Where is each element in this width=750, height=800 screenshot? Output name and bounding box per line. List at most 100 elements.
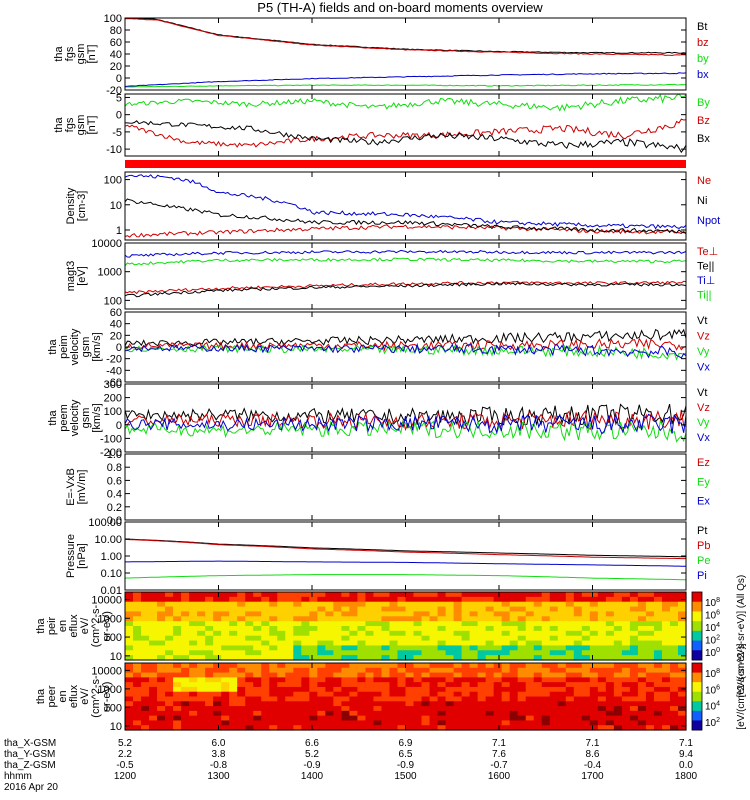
spectrogram-cell xyxy=(605,626,615,632)
spectrogram-cell xyxy=(197,701,206,707)
spectrogram-cell xyxy=(237,611,246,617)
spectrogram-cell xyxy=(437,645,447,651)
legend-By: By xyxy=(697,97,710,109)
spectrogram-cell xyxy=(509,701,519,707)
spectrogram-cell xyxy=(581,645,591,651)
spectrogram-cell xyxy=(581,677,591,683)
spectrogram-cell xyxy=(517,725,527,731)
spectrogram-cell xyxy=(669,645,679,651)
spectrogram-cell xyxy=(205,606,214,613)
spectrogram-cell xyxy=(277,596,286,603)
spectrogram-cell xyxy=(469,596,479,603)
spectrogram-cell xyxy=(181,701,190,707)
spectrogram-cell xyxy=(237,667,246,674)
spectrogram-cell xyxy=(293,640,302,647)
spectrogram-cell xyxy=(365,663,375,669)
spectrogram-cell xyxy=(373,606,383,613)
spectrogram-cell xyxy=(501,596,511,603)
spectrogram-cell xyxy=(669,720,679,726)
spectrogram-cell xyxy=(485,650,495,656)
spectrogram-cell xyxy=(677,606,687,613)
spectrogram-cell xyxy=(541,621,551,627)
spectrogram-cell xyxy=(237,720,246,726)
spectrogram-cell xyxy=(629,720,639,726)
ephemeris-label: hhmm xyxy=(4,771,32,782)
spectrogram-cell xyxy=(197,630,206,637)
spectrogram-cell xyxy=(605,720,615,726)
spectrogram-cell xyxy=(437,655,447,661)
spectrogram-cell xyxy=(229,720,238,726)
spectrogram-cell xyxy=(533,645,543,651)
spectrogram-cell xyxy=(461,630,471,637)
spectrogram-cell xyxy=(229,596,238,603)
spectrogram-cell xyxy=(165,682,174,688)
legend-Vx: Vx xyxy=(697,432,710,444)
spectrogram-cell xyxy=(277,601,286,608)
spectrogram-cell xyxy=(501,626,511,632)
ephemeris-value: -0.9 xyxy=(303,760,321,771)
spectrogram-cell xyxy=(189,672,198,678)
spectrogram-cell xyxy=(661,601,671,608)
colorbar-segment xyxy=(692,621,702,632)
spectrogram-cell xyxy=(421,725,431,731)
spectrogram-cell xyxy=(133,701,142,707)
spectrogram-cell xyxy=(445,667,455,674)
spectrogram-cell xyxy=(533,626,543,632)
spectrogram-cell xyxy=(277,621,286,627)
spectrogram-cell xyxy=(629,706,639,712)
spectrogram-cell xyxy=(365,630,375,637)
spectrogram-cell xyxy=(645,626,655,632)
spectrogram-cell xyxy=(221,663,230,669)
spectrogram-cell xyxy=(285,672,294,678)
spectrogram-cell xyxy=(205,696,214,702)
spectrogram-cell xyxy=(405,672,415,678)
spectrogram-cell xyxy=(317,706,326,712)
ephemeris-value: 2.2 xyxy=(118,749,132,760)
spectrogram-cell xyxy=(253,592,262,598)
legend-Ex: Ex xyxy=(697,496,710,508)
spectrogram-cell xyxy=(325,630,334,637)
y-tick-label: 1 xyxy=(116,225,122,237)
spectrogram-cell xyxy=(437,691,447,698)
spectrogram-cell xyxy=(429,720,439,726)
spectrogram-cell xyxy=(141,630,150,637)
spectrogram-cell xyxy=(525,682,535,688)
spectrogram-cell xyxy=(645,645,655,651)
spectrogram-cell xyxy=(269,601,278,608)
spectrogram-cell xyxy=(621,601,631,608)
spectrogram-cell xyxy=(253,701,262,707)
spectrogram-cell xyxy=(445,630,455,637)
spectrogram-cell xyxy=(261,621,270,627)
spectrogram-cell xyxy=(557,655,567,661)
spectrogram-cell xyxy=(501,640,511,647)
spectrogram-cell xyxy=(509,655,519,661)
spectrogram-cell xyxy=(301,592,310,598)
spectrogram-cell xyxy=(165,616,174,622)
spectrogram-cell xyxy=(173,677,182,683)
spectrogram-cell xyxy=(557,725,567,731)
spectrogram-cell xyxy=(141,611,150,617)
legend-Bz: Bz xyxy=(697,115,710,127)
spectrogram-cell xyxy=(661,621,671,627)
y-tick-label: 0 xyxy=(116,420,122,432)
spectrogram-cell xyxy=(261,611,270,617)
spectrogram-cell xyxy=(341,601,350,608)
spectrogram-cell xyxy=(205,701,214,707)
spectrogram-cell xyxy=(381,696,391,702)
panel-frame xyxy=(124,453,687,521)
spectrogram-cell xyxy=(133,655,142,661)
spectrogram-cell xyxy=(669,635,679,642)
spectrogram-cell xyxy=(261,706,270,712)
spectrogram-cell xyxy=(341,701,350,707)
spectrogram-cell xyxy=(445,672,455,678)
spectrogram-cell xyxy=(309,640,318,647)
spectrogram-cell xyxy=(501,611,511,617)
spectrogram-cell xyxy=(181,720,190,726)
spectrogram-cell xyxy=(677,611,687,617)
spectrogram-cell xyxy=(149,596,158,603)
spectrogram-cell xyxy=(157,720,166,726)
spectrogram-cell xyxy=(485,596,495,603)
spectrogram-cell xyxy=(389,710,399,717)
colorbar-frame xyxy=(691,591,703,661)
spectrogram-cell xyxy=(613,621,623,627)
